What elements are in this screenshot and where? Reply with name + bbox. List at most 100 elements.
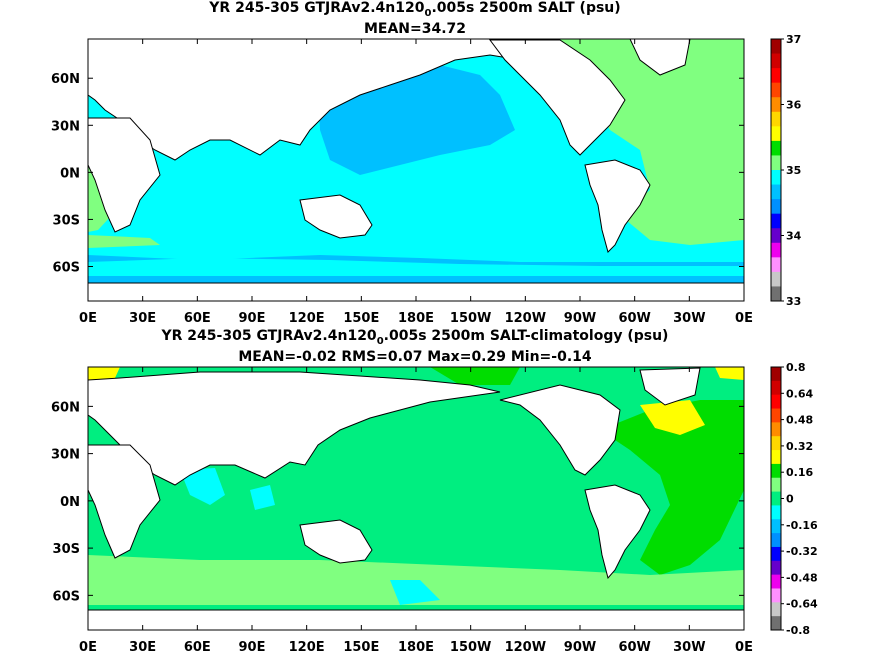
colorbar-label: 34 bbox=[786, 230, 802, 243]
colorbar-swatch bbox=[771, 574, 781, 589]
y-tick-label: 60N bbox=[51, 400, 80, 415]
colorbar-swatch bbox=[771, 68, 781, 84]
arctic-yellow-east bbox=[715, 367, 744, 380]
indian-cyan-b bbox=[250, 485, 275, 510]
x-tick-label: 150W bbox=[450, 311, 491, 326]
colorbar-swatch bbox=[771, 491, 781, 506]
colorbar-swatch bbox=[771, 394, 781, 410]
colorbar-swatch bbox=[771, 533, 781, 548]
colorbar-label: 0.32 bbox=[786, 440, 813, 453]
colorbar-label: 0.64 bbox=[786, 387, 813, 400]
x-tick-label: 90W bbox=[564, 640, 596, 655]
colorbar-label: 0.8 bbox=[786, 361, 806, 374]
greenland bbox=[629, 39, 691, 76]
colorbar-label: 36 bbox=[786, 99, 802, 112]
x-tick-label: 120E bbox=[289, 640, 325, 655]
atlantic-high-anomaly bbox=[640, 400, 705, 435]
colorbar-swatch bbox=[771, 463, 781, 479]
colorbar-swatch bbox=[771, 271, 781, 287]
colorbar-label: -0.8 bbox=[786, 624, 810, 637]
x-tick-label: 150E bbox=[343, 311, 379, 326]
panel-a-stats: MEAN=34.72 bbox=[364, 21, 466, 37]
x-tick-label: 0E bbox=[735, 640, 753, 655]
colorbar-swatch bbox=[771, 588, 781, 603]
x-tick-label: 0E bbox=[79, 311, 97, 326]
x-tick-label: 60E bbox=[184, 311, 211, 326]
colorbar-swatch bbox=[771, 519, 781, 534]
africa-b bbox=[88, 444, 161, 559]
colorbar-swatch bbox=[771, 616, 781, 631]
land-masses bbox=[88, 39, 744, 301]
arctic-yellow-west bbox=[88, 367, 120, 380]
australia bbox=[299, 194, 373, 239]
y-tick-label: 0N bbox=[60, 495, 80, 510]
colorbar-label: 0.48 bbox=[786, 414, 813, 427]
panel-a-map bbox=[88, 39, 744, 301]
colorbar-swatch bbox=[771, 450, 781, 465]
colorbar-swatch bbox=[771, 82, 781, 98]
x-tick-label: 120E bbox=[289, 311, 325, 326]
panel-anomaly: YR 245-305 GTJRAv2.4n1200.005s 2500m SAL… bbox=[51, 328, 818, 655]
y-tick-label: 30S bbox=[53, 542, 80, 557]
colorbar-swatch bbox=[771, 213, 781, 229]
x-tick-label: 150E bbox=[343, 640, 379, 655]
colorbar-swatch bbox=[771, 436, 781, 451]
north-america-b bbox=[499, 384, 621, 476]
australia-b bbox=[299, 519, 373, 564]
x-tick-label: 180E bbox=[398, 640, 434, 655]
y-tick-label: 0N bbox=[60, 166, 80, 181]
colorbar-swatch bbox=[771, 367, 781, 382]
y-tick-label: 30S bbox=[53, 213, 80, 228]
x-tick-label: 90E bbox=[239, 640, 266, 655]
colorbar-swatch bbox=[771, 53, 781, 69]
colorbar-label: -0.64 bbox=[786, 598, 818, 611]
colorbar-swatch bbox=[771, 39, 781, 55]
x-tick-label: 30W bbox=[673, 640, 705, 655]
y-tick-label: 30N bbox=[51, 119, 80, 134]
north-atlantic-positive bbox=[600, 400, 744, 575]
x-tick-label: 30E bbox=[129, 311, 156, 326]
panel-a-axes: 0E 30E 60E 90E 120E 150E 180E 150W 120W 90W 60W 30W… bbox=[51, 39, 753, 326]
x-tick-label: 90W bbox=[564, 311, 596, 326]
colorbar-label: -0.32 bbox=[786, 545, 818, 558]
x-tick-label: 0E bbox=[79, 640, 97, 655]
panel-b-colorbar: 0.8 0.64 0.48 0.32 0.16 0 -0.16 -0.32 -0.48 -0.64… bbox=[770, 361, 818, 637]
southern-cyan bbox=[390, 580, 440, 605]
north-america bbox=[489, 39, 626, 156]
greenland-b bbox=[639, 367, 701, 406]
colorbar-swatch bbox=[771, 380, 781, 396]
panel-salinity: YR 245-305 GTJRAv2.4n1200.005s 2500m SAL… bbox=[51, 0, 802, 326]
indian-cyan-a bbox=[180, 468, 225, 505]
y-tick-label: 60S bbox=[53, 589, 80, 604]
colorbar-swatch bbox=[771, 286, 781, 302]
colorbar-swatch bbox=[771, 97, 781, 113]
southern-band-region bbox=[88, 258, 744, 276]
x-tick-label: 120W bbox=[505, 640, 546, 655]
colorbar-swatch bbox=[771, 602, 781, 617]
colorbar-swatch bbox=[771, 477, 781, 493]
africa bbox=[88, 117, 161, 233]
y-tick-label: 60N bbox=[51, 72, 80, 87]
y-tick-label: 30N bbox=[51, 448, 80, 463]
x-tick-label: 60E bbox=[184, 640, 211, 655]
colorbar-label: 0 bbox=[786, 493, 794, 506]
colorbar-swatch bbox=[771, 199, 781, 215]
colorbar-swatch bbox=[771, 140, 781, 156]
colorbar-swatch bbox=[771, 408, 781, 423]
colorbar-swatch bbox=[771, 111, 781, 127]
y-tick-label: 60S bbox=[53, 260, 80, 275]
colorbar-label: -0.16 bbox=[786, 519, 818, 532]
x-tick-label: 30W bbox=[673, 311, 705, 326]
south-america-b bbox=[584, 484, 651, 580]
south-america bbox=[584, 159, 651, 253]
x-tick-label: 180E bbox=[398, 311, 434, 326]
colorbar-label: 33 bbox=[786, 295, 801, 308]
colorbar-swatch bbox=[771, 422, 781, 437]
colorbar-swatch bbox=[771, 560, 781, 576]
colorbar-swatch bbox=[771, 170, 781, 186]
panel-a-colorbar: 37 36 35 34 33 bbox=[770, 33, 802, 308]
colorbar-swatch bbox=[771, 155, 781, 171]
colorbar-swatch bbox=[771, 546, 781, 562]
panel-a-title: YR 245-305 GTJRAv2.4n1200.005s 2500m SAL… bbox=[208, 0, 620, 19]
